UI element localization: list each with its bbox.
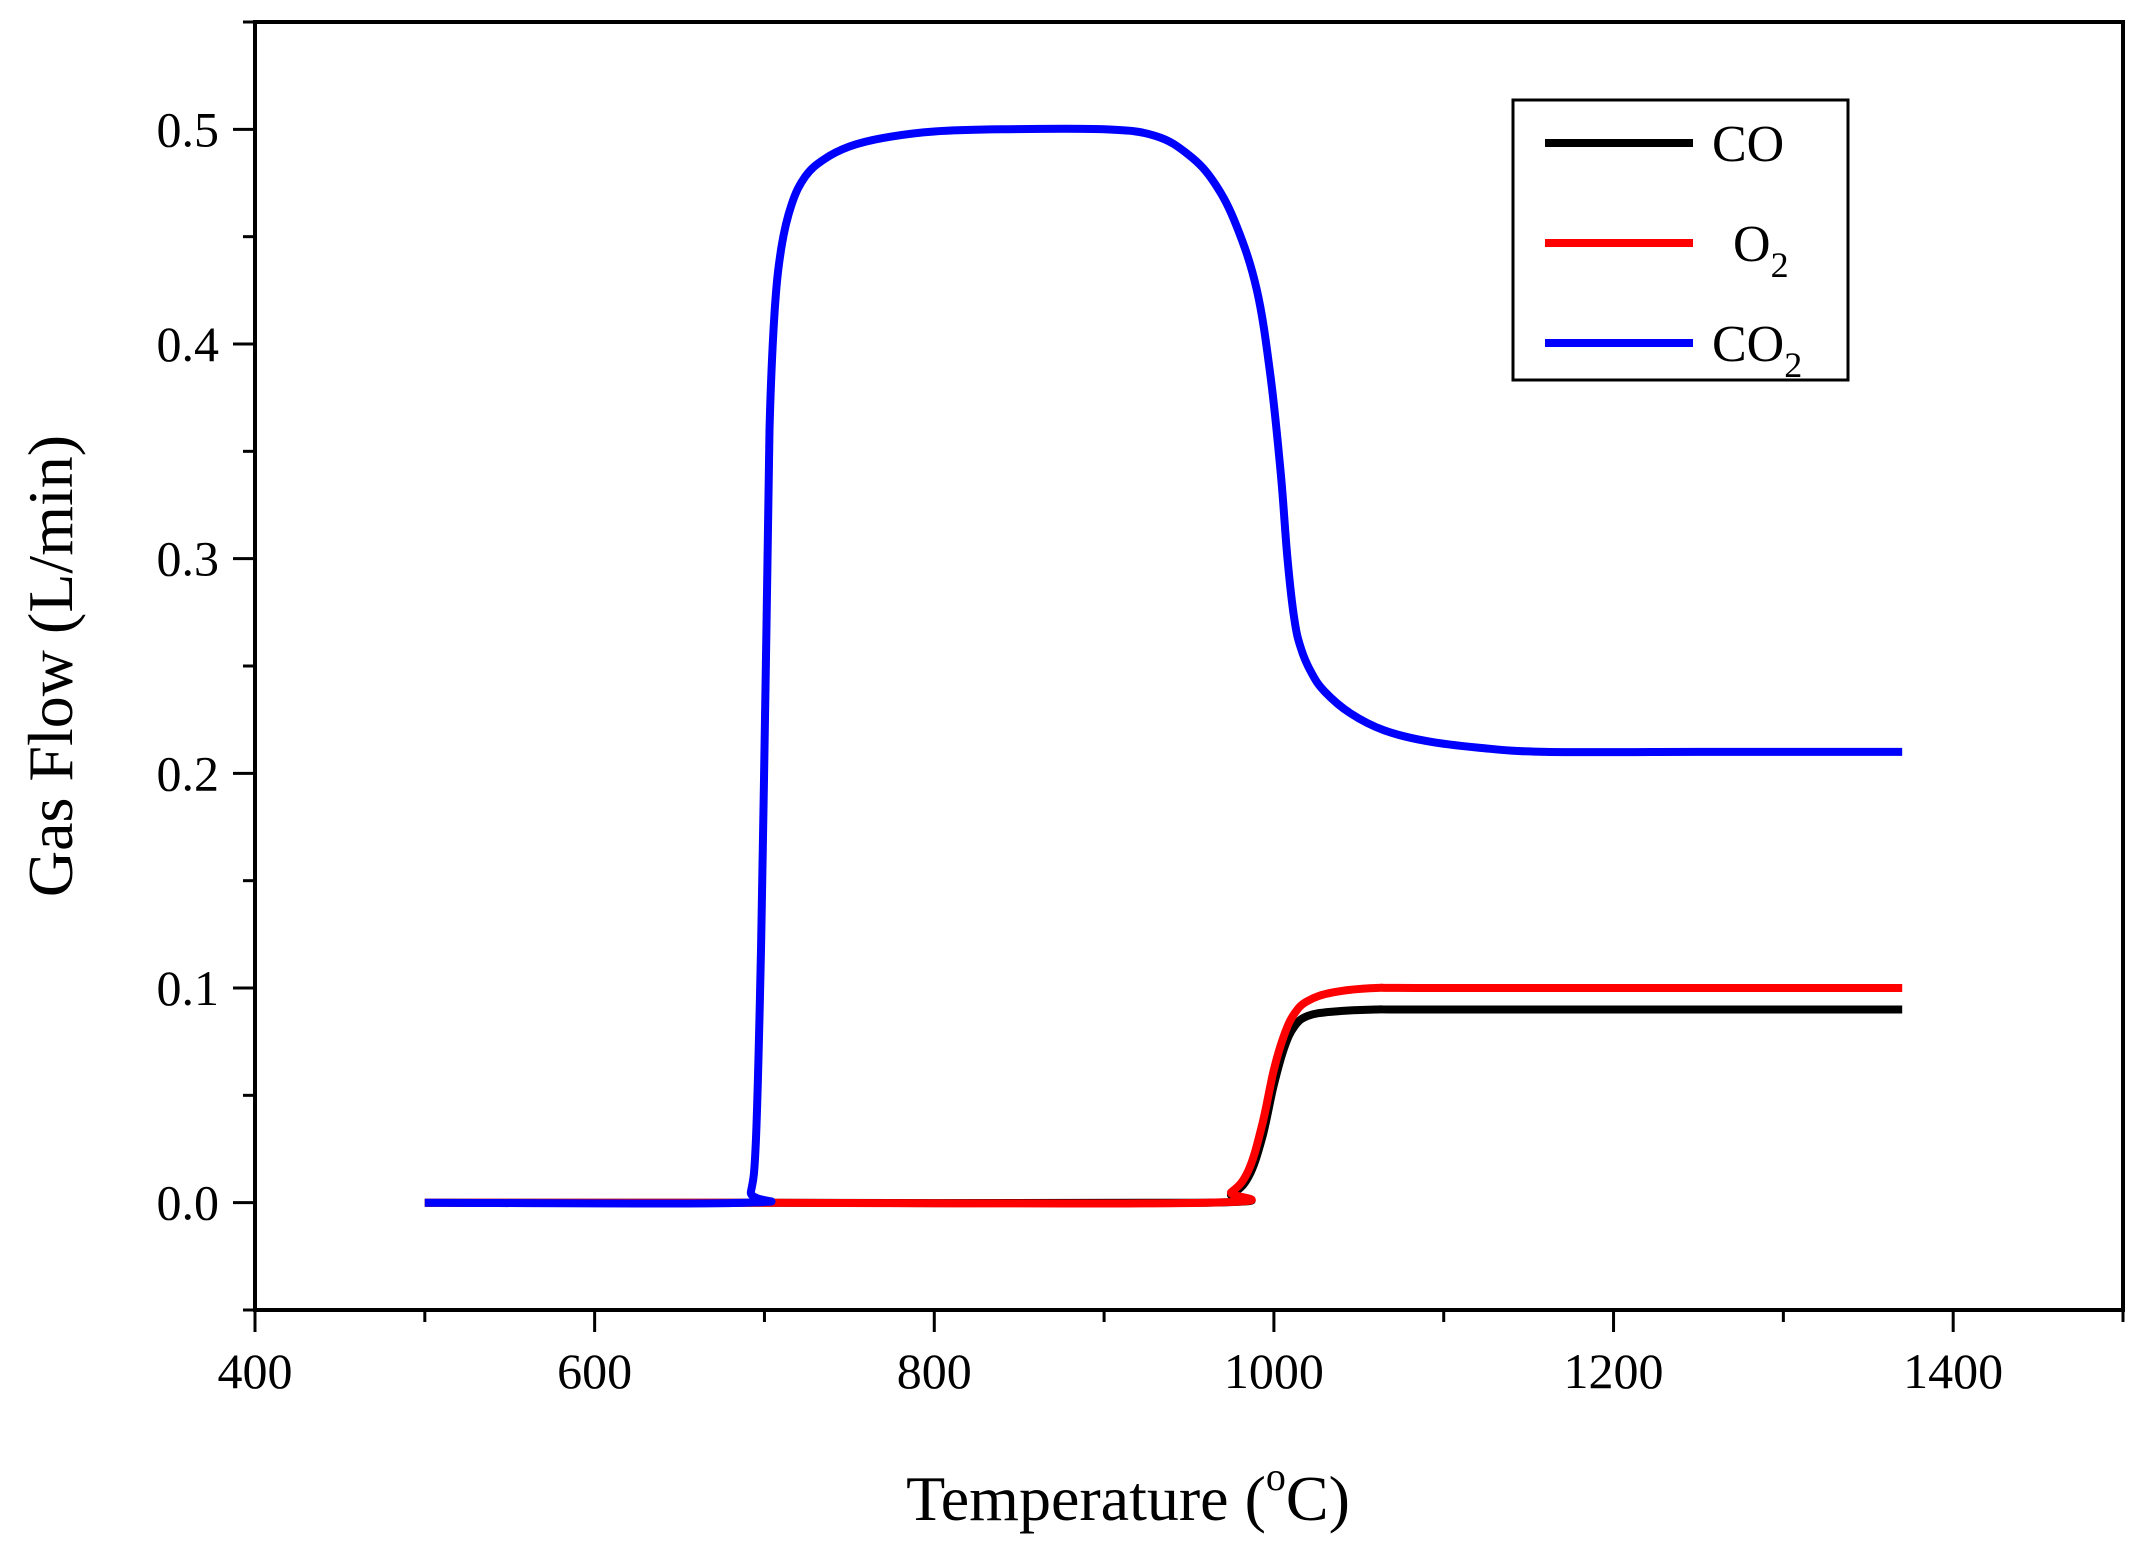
y-tick-label: 0.2 xyxy=(157,745,220,801)
legend-label-co: CO xyxy=(1712,116,1784,173)
x-axis-ticks: 400 600 800 1000 1200 1400 xyxy=(218,1310,2125,1399)
legend-label-co2: CO2 xyxy=(1712,316,1802,385)
x-tick-label: 400 xyxy=(218,1343,293,1399)
series-lines xyxy=(424,124,1903,1208)
x-tick-label: 800 xyxy=(897,1343,972,1399)
y-tick-label: 0.1 xyxy=(157,960,220,1016)
x-tick-label: 1200 xyxy=(1564,1343,1664,1399)
series-line-co xyxy=(424,1005,1903,1208)
series-line-o2 xyxy=(424,983,1903,1208)
series-line-co2 xyxy=(424,124,1903,1208)
legend: CO O2 CO2 xyxy=(1511,98,1850,385)
x-axis-title: Temperature (oC) xyxy=(906,1454,1350,1534)
y-tick-label: 0.4 xyxy=(157,316,220,372)
legend-label-o2: O2 xyxy=(1733,216,1789,285)
y-tick-label: 0.5 xyxy=(157,101,220,157)
x-tick-label: 600 xyxy=(557,1343,632,1399)
y-tick-label: 0.3 xyxy=(157,531,220,587)
x-tick-label: 1400 xyxy=(1903,1343,2003,1399)
y-axis-title: Gas Flow (L/min) xyxy=(15,435,86,897)
x-tick-label: 1000 xyxy=(1224,1343,1324,1399)
y-axis-ticks: 0.0 0.1 0.2 0.3 0.4 0.5 xyxy=(157,20,255,1312)
y-tick-label: 0.0 xyxy=(157,1175,220,1231)
